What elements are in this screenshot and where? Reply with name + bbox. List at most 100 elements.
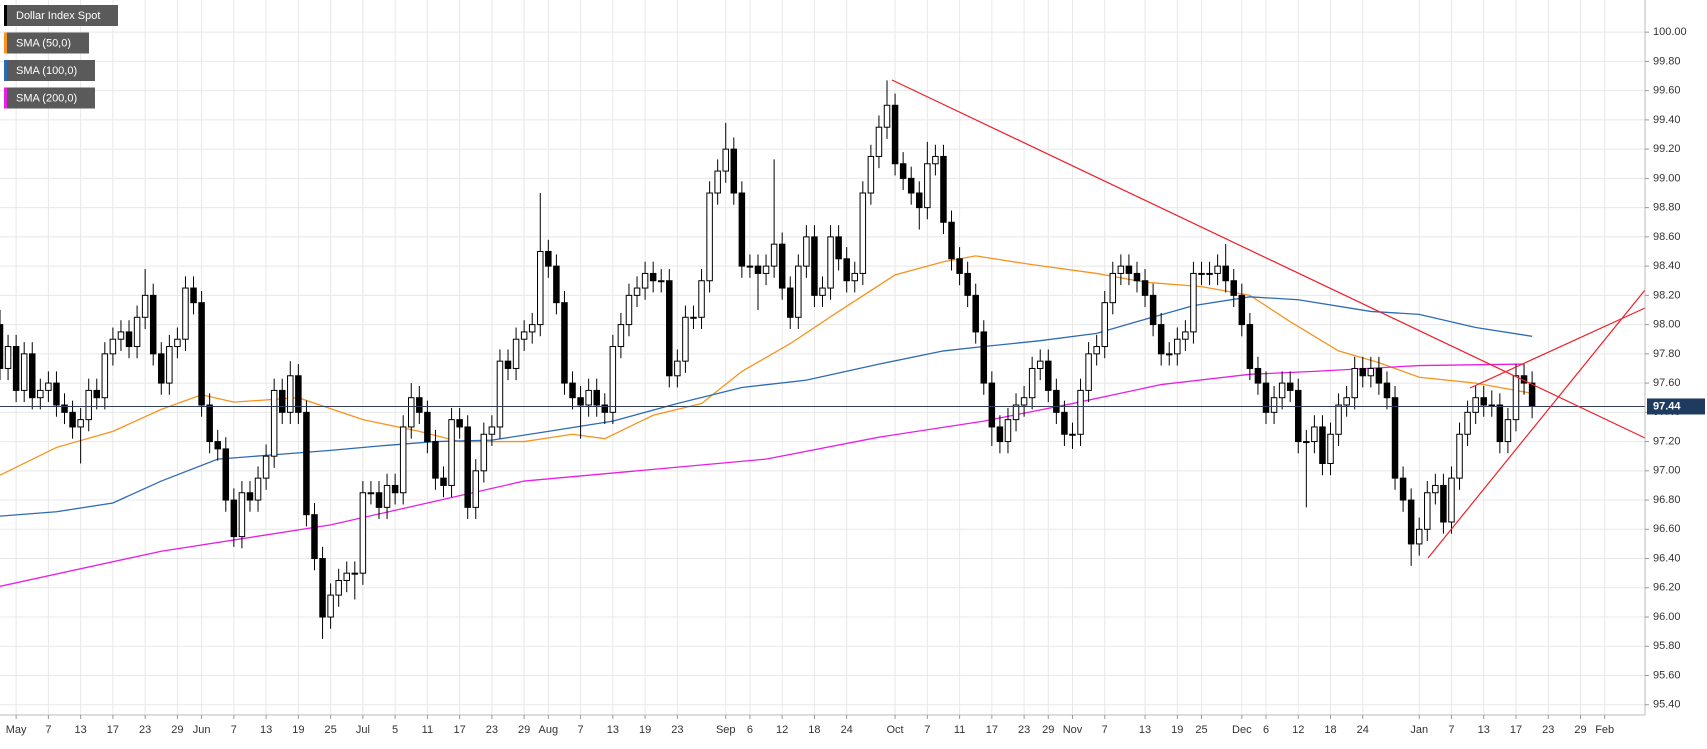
candle-body — [504, 360, 512, 369]
x-tick-label: 29 — [171, 724, 183, 736]
candle-body — [1061, 411, 1068, 435]
candle-body — [988, 382, 996, 428]
legend-swatch — [4, 32, 7, 54]
candle-body — [537, 250, 544, 326]
candle-body — [254, 477, 262, 501]
x-tick-label: 29 — [1574, 724, 1586, 736]
candle-body — [682, 316, 689, 362]
candle-body — [1109, 272, 1117, 304]
candle-body — [496, 360, 504, 428]
candle-body — [1174, 338, 1181, 355]
candle-body — [867, 155, 875, 194]
candle-body — [746, 265, 754, 268]
candle-body — [319, 558, 326, 618]
candle-body — [1133, 272, 1141, 282]
y-tick-label: 98.80 — [1653, 202, 1681, 214]
x-tick-label: 19 — [1171, 724, 1183, 736]
candle-body — [190, 287, 197, 304]
x-tick-label: 5 — [392, 724, 398, 736]
candle-body — [1270, 397, 1278, 413]
candle-body — [907, 177, 915, 194]
candle-body — [1222, 265, 1229, 282]
candle-body — [690, 316, 697, 319]
x-tick-label: 13 — [75, 724, 87, 736]
candle-body — [1440, 484, 1447, 523]
x-tick-label: Dec — [1232, 724, 1252, 736]
candle-body — [141, 294, 149, 318]
y-tick-label: 97.80 — [1653, 348, 1681, 360]
x-tick-label: Aug — [539, 724, 559, 736]
candle-body — [198, 302, 205, 406]
x-tick-label: 17 — [1510, 724, 1522, 736]
y-tick-label: 98.60 — [1653, 231, 1681, 243]
candle-body — [956, 258, 963, 274]
candle-body — [1012, 404, 1020, 421]
x-tick-label: 7 — [578, 724, 584, 736]
candle-body — [859, 192, 867, 274]
candle-body — [1359, 367, 1367, 377]
candle-body — [206, 404, 213, 443]
x-tick-label: 18 — [1324, 724, 1336, 736]
candle-body — [553, 265, 560, 304]
candle-body — [1456, 433, 1463, 479]
legend-label: SMA (100,0) — [16, 65, 77, 77]
candle-body — [1190, 272, 1197, 333]
x-tick-label: 13 — [1478, 724, 1490, 736]
x-tick-label: 17 — [454, 724, 466, 736]
candle-body — [666, 280, 673, 377]
y-tick-label: 99.20 — [1653, 143, 1681, 155]
x-tick-label: Jun — [193, 724, 211, 736]
candle-body — [770, 243, 778, 267]
candle-body — [440, 477, 447, 486]
candle-body — [133, 316, 141, 348]
candle-body — [803, 236, 810, 267]
y-tick-label: 97.60 — [1653, 377, 1681, 389]
candle-body — [416, 397, 423, 413]
candle-body — [964, 272, 971, 296]
candle-body — [1278, 382, 1286, 399]
candle-body — [1093, 346, 1100, 355]
candle-body — [1327, 433, 1334, 465]
sma-line — [0, 255, 1533, 476]
candle-body — [53, 382, 60, 406]
candle-body — [899, 163, 907, 179]
x-tick-label: 25 — [324, 724, 336, 736]
candle-body — [972, 294, 979, 333]
candle-body — [1351, 367, 1358, 399]
candle-body — [1004, 419, 1012, 443]
x-tick-label: 23 — [1542, 724, 1554, 736]
x-tick-label: Jan — [1410, 724, 1428, 736]
candle-body — [343, 572, 350, 581]
candle-body — [295, 375, 302, 413]
x-tick-label: Sep — [716, 724, 736, 736]
candle-body — [948, 221, 955, 260]
candle-body — [1303, 441, 1310, 444]
candle-body — [722, 148, 729, 172]
candle-body — [932, 155, 939, 165]
legend: Dollar Index Spot SMA (50,0) SMA (100,0) SM… — [4, 5, 118, 109]
candle-body — [674, 360, 681, 377]
candle-body — [827, 236, 834, 289]
candle-body — [12, 346, 20, 391]
candle-body — [149, 294, 157, 355]
candle-body — [641, 272, 649, 289]
candle-body — [488, 426, 496, 435]
candle-body — [561, 302, 568, 384]
x-tick-label: 7 — [1102, 724, 1108, 736]
candle-body — [303, 411, 310, 516]
candle-body — [61, 404, 68, 413]
candle-body — [1101, 302, 1108, 348]
candle-body — [835, 236, 842, 260]
candle-body — [77, 419, 84, 428]
candle-body — [222, 448, 230, 501]
x-tick-label: 13 — [260, 724, 272, 736]
candle-body — [375, 492, 383, 508]
candle-body — [593, 389, 600, 406]
candle-body — [738, 192, 746, 267]
x-tick-label: Nov — [1063, 724, 1083, 736]
x-tick-label: 17 — [986, 724, 998, 736]
candle-body — [367, 492, 375, 495]
candle-body — [1230, 280, 1237, 296]
candle-body — [0, 324, 4, 369]
